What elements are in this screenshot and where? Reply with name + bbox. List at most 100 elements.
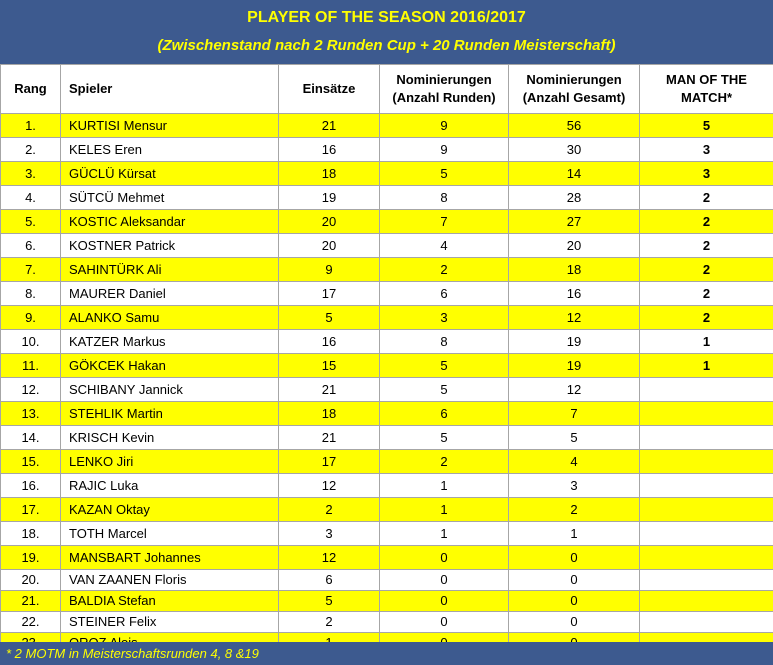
column-header-man-of-the-match: MAN OF THE MATCH*: [639, 64, 773, 114]
cell-nominierungen-runden: 9: [379, 137, 509, 162]
table-row: 4. SÜTCÜ Mehmet 19 8 28 2: [0, 185, 773, 210]
cell-man-of-the-match: [639, 425, 773, 450]
cell-einsaetze: 17: [278, 281, 380, 306]
table-row: 16. RAJIC Luka 12 1 3: [0, 473, 773, 498]
cell-spieler: MANSBART Johannes: [60, 545, 279, 570]
cell-man-of-the-match: 2: [639, 257, 773, 282]
cell-spieler: KURTISI Mensur: [60, 113, 279, 138]
cell-nominierungen-gesamt: 18: [508, 257, 640, 282]
column-header-nominierungen-runden: Nominierungen (Anzahl Runden): [379, 64, 509, 114]
footnote-bar: * 2 MOTM in Meisterschaftsrunden 4, 8 &1…: [0, 642, 773, 665]
cell-spieler: SÜTCÜ Mehmet: [60, 185, 279, 210]
table-row: 1. KURTISI Mensur 21 9 56 5: [0, 113, 773, 138]
cell-nominierungen-runden: 0: [379, 590, 509, 612]
cell-spieler: GÖKCEK Hakan: [60, 353, 279, 378]
table-row: 2. KELES Eren 16 9 30 3: [0, 137, 773, 162]
cell-nominierungen-runden: 8: [379, 185, 509, 210]
cell-nominierungen-gesamt: 19: [508, 353, 640, 378]
cell-spieler: BALDIA Stefan: [60, 590, 279, 612]
cell-rang: 15.: [0, 449, 61, 474]
column-header-rang: Rang: [0, 64, 61, 114]
cell-nominierungen-gesamt: 7: [508, 401, 640, 426]
cell-nominierungen-runden: 6: [379, 281, 509, 306]
cell-nominierungen-gesamt: 2: [508, 497, 640, 522]
cell-spieler: MAURER Daniel: [60, 281, 279, 306]
table-row: 21. BALDIA Stefan 5 0 0: [0, 590, 773, 612]
cell-man-of-the-match: [639, 497, 773, 522]
cell-spieler: GÜCLÜ Kürsat: [60, 161, 279, 186]
cell-einsaetze: 5: [278, 305, 380, 330]
header-line: Nominierungen: [526, 72, 622, 87]
cell-rang: 7.: [0, 257, 61, 282]
cell-man-of-the-match: 2: [639, 185, 773, 210]
cell-man-of-the-match: 2: [639, 281, 773, 306]
cell-nominierungen-gesamt: 20: [508, 233, 640, 258]
cell-nominierungen-gesamt: 0: [508, 545, 640, 570]
cell-nominierungen-gesamt: 0: [508, 611, 640, 633]
table-header-row: Rang Spieler Einsätze Nominierungen (Anza…: [0, 64, 773, 114]
cell-rang: 6.: [0, 233, 61, 258]
cell-man-of-the-match: 3: [639, 137, 773, 162]
cell-man-of-the-match: 2: [639, 305, 773, 330]
cell-nominierungen-runden: 5: [379, 425, 509, 450]
cell-man-of-the-match: [639, 569, 773, 591]
cell-einsaetze: 15: [278, 353, 380, 378]
cell-einsaetze: 21: [278, 377, 380, 402]
table-row: 22. STEINER Felix 2 0 0: [0, 611, 773, 633]
cell-rang: 16.: [0, 473, 61, 498]
cell-nominierungen-runden: 1: [379, 473, 509, 498]
cell-nominierungen-gesamt: 28: [508, 185, 640, 210]
cell-nominierungen-runden: 0: [379, 611, 509, 633]
table-row: 20. VAN ZAANEN Floris 6 0 0: [0, 569, 773, 591]
table-row: 14. KRISCH Kevin 21 5 5: [0, 425, 773, 450]
cell-spieler: KELES Eren: [60, 137, 279, 162]
cell-rang: 8.: [0, 281, 61, 306]
cell-rang: 17.: [0, 497, 61, 522]
cell-nominierungen-gesamt: 14: [508, 161, 640, 186]
cell-man-of-the-match: 1: [639, 329, 773, 354]
cell-man-of-the-match: [639, 401, 773, 426]
cell-einsaetze: 3: [278, 521, 380, 546]
cell-man-of-the-match: [639, 545, 773, 570]
cell-einsaetze: 16: [278, 329, 380, 354]
cell-nominierungen-runden: 4: [379, 233, 509, 258]
ranking-table: Rang Spieler Einsätze Nominierungen (Anza…: [0, 64, 773, 654]
table-row: 8. MAURER Daniel 17 6 16 2: [0, 281, 773, 306]
cell-spieler: SCHIBANY Jannick: [60, 377, 279, 402]
cell-nominierungen-runden: 8: [379, 329, 509, 354]
cell-nominierungen-runden: 7: [379, 209, 509, 234]
cell-nominierungen-runden: 0: [379, 569, 509, 591]
cell-spieler: RAJIC Luka: [60, 473, 279, 498]
table-row: 9. ALANKO Samu 5 3 12 2: [0, 305, 773, 330]
cell-nominierungen-runden: 3: [379, 305, 509, 330]
cell-einsaetze: 5: [278, 590, 380, 612]
cell-spieler: ALANKO Samu: [60, 305, 279, 330]
cell-rang: 11.: [0, 353, 61, 378]
title-banner: PLAYER OF THE SEASON 2016/2017 (Zwischen…: [0, 0, 773, 64]
cell-spieler: SAHINTÜRK Ali: [60, 257, 279, 282]
cell-nominierungen-runden: 5: [379, 161, 509, 186]
cell-nominierungen-gesamt: 56: [508, 113, 640, 138]
cell-spieler: LENKO Jiri: [60, 449, 279, 474]
cell-nominierungen-runden: 1: [379, 521, 509, 546]
cell-nominierungen-runden: 9: [379, 113, 509, 138]
cell-nominierungen-runden: 1: [379, 497, 509, 522]
cell-rang: 21.: [0, 590, 61, 612]
cell-rang: 20.: [0, 569, 61, 591]
cell-nominierungen-gesamt: 4: [508, 449, 640, 474]
cell-einsaetze: 2: [278, 497, 380, 522]
cell-nominierungen-runden: 5: [379, 377, 509, 402]
table-body: 1. KURTISI Mensur 21 9 56 5 2. KELES Eren 16 9 30 3…: [0, 113, 773, 654]
footnote-text: * 2 MOTM in Meisterschaftsrunden 4, 8 &1…: [6, 646, 259, 661]
cell-nominierungen-gesamt: 5: [508, 425, 640, 450]
cell-rang: 10.: [0, 329, 61, 354]
table-row: 10. KATZER Markus 16 8 19 1: [0, 329, 773, 354]
cell-nominierungen-runden: 0: [379, 545, 509, 570]
cell-man-of-the-match: [639, 473, 773, 498]
cell-man-of-the-match: 3: [639, 161, 773, 186]
cell-nominierungen-gesamt: 12: [508, 377, 640, 402]
cell-rang: 18.: [0, 521, 61, 546]
cell-spieler: STEHLIK Martin: [60, 401, 279, 426]
cell-einsaetze: 16: [278, 137, 380, 162]
